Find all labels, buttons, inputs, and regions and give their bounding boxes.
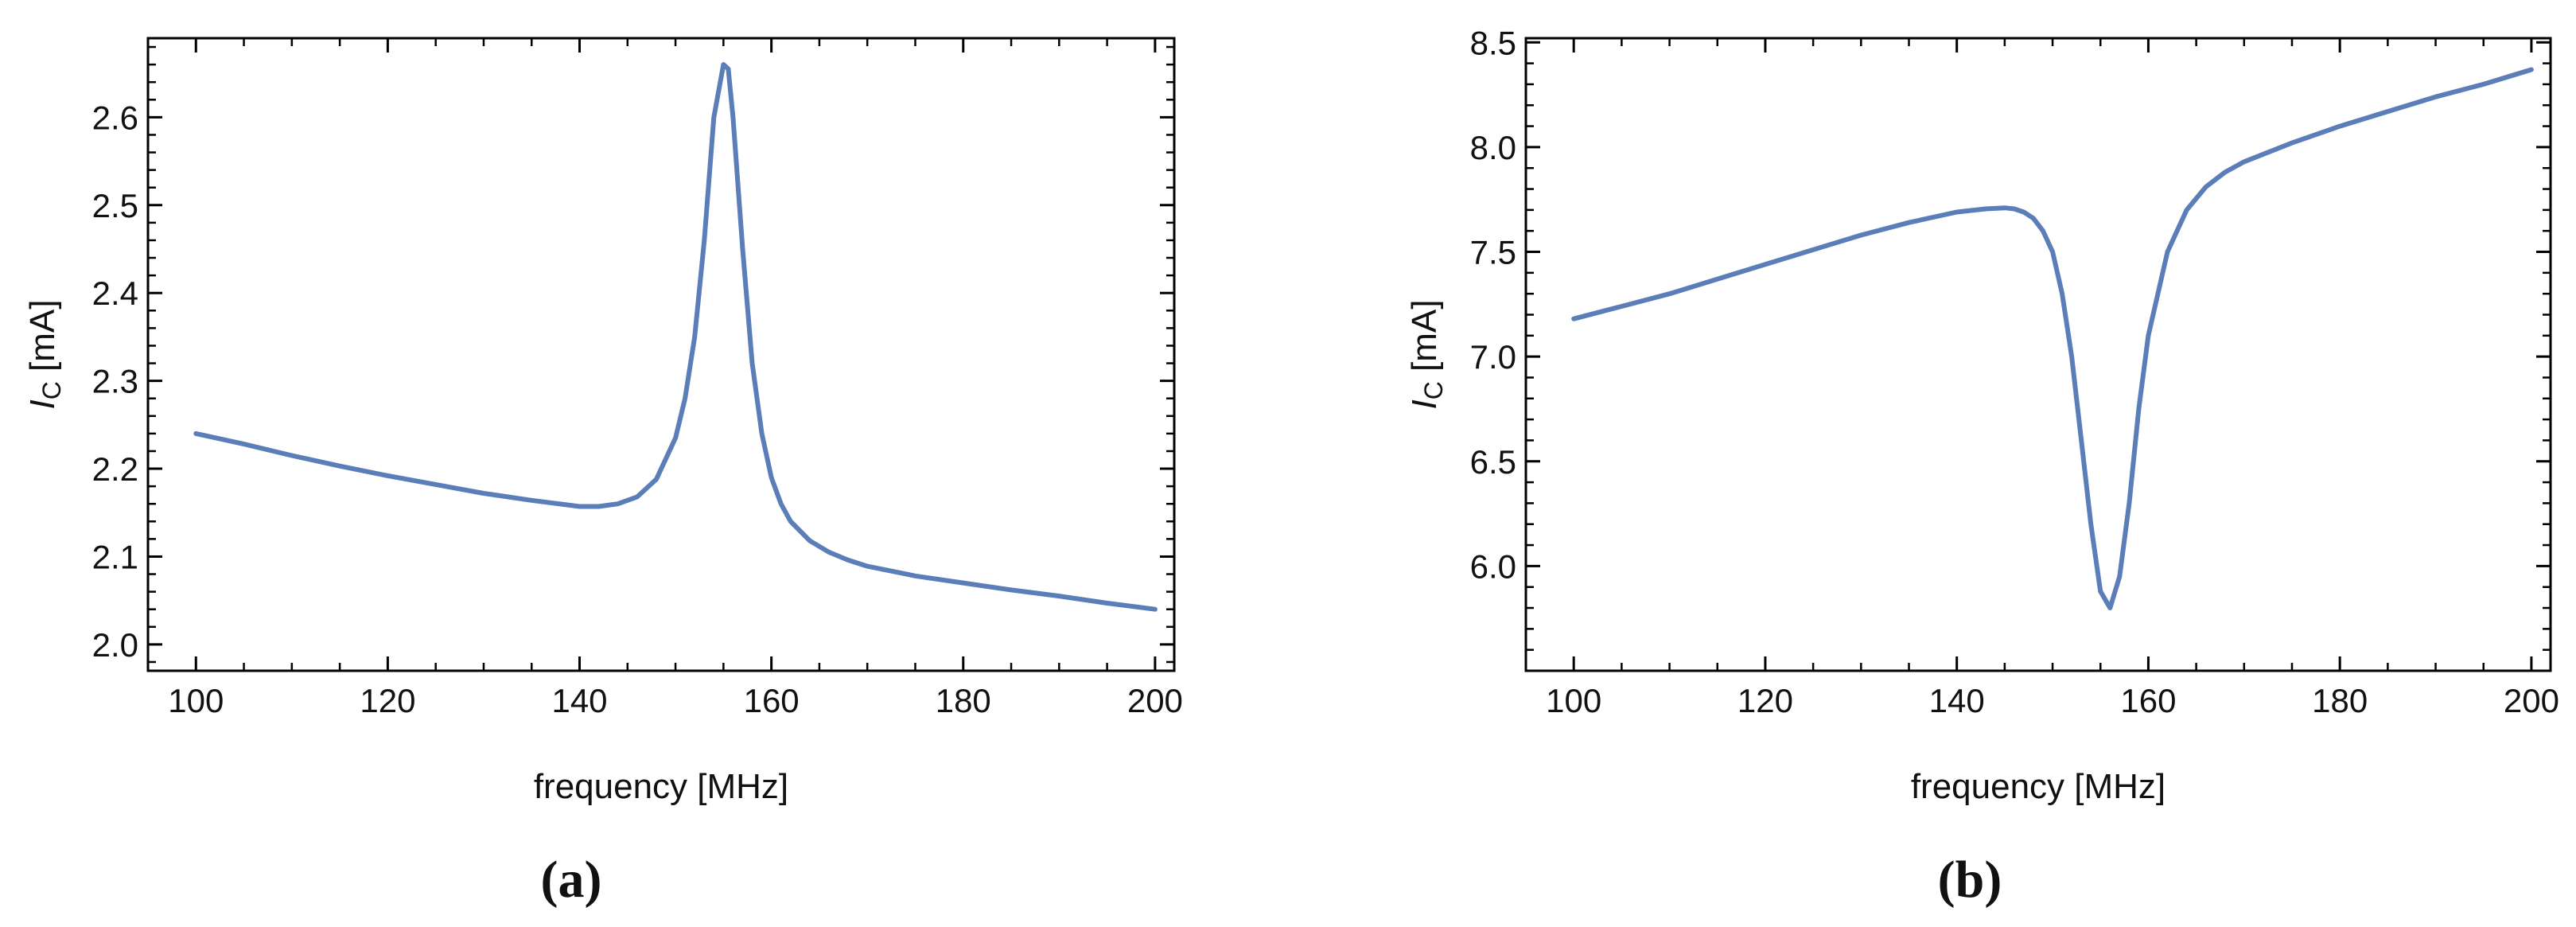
panel-b-x-tick-label: 200 (2504, 682, 2559, 719)
panel-b-x-tick-label: 140 (1929, 682, 1985, 719)
panel-a-y-tick-label: 2.1 (92, 538, 138, 575)
panel-b-y-tick-label: 7.0 (1470, 338, 1516, 376)
chart-panel-a: 100 120 140 160 180 200 2.0 2.1 2.2 2.3 2.4 2.5 2.6 f… (23, 37, 1183, 909)
panel-a-x-tick-label: 200 (1127, 682, 1183, 719)
panel-b-x-tick-label: 100 (1546, 682, 1601, 719)
panel-a-x-tick-label: 120 (360, 682, 415, 719)
panel-b-y-tick-label: 6.0 (1470, 547, 1516, 585)
panel-a-label: (a) (541, 851, 602, 909)
panel-b-x-axis-label: frequency [MHz] (1911, 767, 2165, 806)
panel-b-label: (b) (1938, 851, 2002, 909)
panel-a-x-tick-label: 140 (551, 682, 607, 719)
panel-a-series-line (193, 62, 1158, 612)
panel-a-x-axis-label: frequency [MHz] (534, 767, 788, 806)
panel-b-y-axis-label: IC [mA] (1405, 299, 1448, 409)
panel-b-plot-frame (1524, 37, 2552, 672)
chart-panel-b: 100 120 140 160 180 200 6.0 6.5 7.0 7.5 8.0 8.5 freq… (1405, 24, 2559, 909)
panel-b-x-tick-label: 160 (2120, 682, 2176, 719)
panel-b-y-axis-label-unit: [mA] (1405, 299, 1444, 381)
panel-a-y-tick-label: 2.3 (92, 363, 138, 400)
panel-b-y-tick-label: 6.5 (1470, 443, 1516, 481)
panel-a-y-axis-label-unit: [mA] (23, 299, 62, 381)
panel-a-y-tick-label: 2.5 (92, 187, 138, 224)
panel-b-y-tick-label: 8.5 (1470, 24, 1516, 61)
panel-a-y-tick-label: 2.0 (92, 626, 138, 664)
panel-b-x-tick-label: 120 (1737, 682, 1793, 719)
panel-a-y-tick-label: 2.2 (92, 450, 138, 488)
panel-a-y-axis-label-main: I (23, 399, 62, 409)
panel-b-y-tick-label: 7.5 (1470, 234, 1516, 271)
panel-a-y-tick-label: 2.4 (92, 275, 138, 312)
panel-b-y-tick-label: 8.0 (1470, 129, 1516, 166)
panel-a-x-tick-label: 160 (744, 682, 800, 719)
panel-a-y-axis-label: IC [mA] (23, 299, 66, 409)
panel-a-x-tick-label: 180 (936, 682, 991, 719)
panel-b-series-line (1571, 67, 2534, 610)
panel-b-x-tick-label: 180 (2312, 682, 2368, 719)
panel-a-y-axis-label-sub: C (37, 381, 66, 399)
panel-b-y-axis-label-main: I (1405, 399, 1444, 409)
panel-a-x-tick-label: 100 (168, 682, 224, 719)
panel-a-y-tick-label: 2.6 (92, 99, 138, 136)
panel-b-y-axis-label-sub: C (1419, 381, 1448, 399)
panel-a-plot-frame (146, 37, 1176, 672)
